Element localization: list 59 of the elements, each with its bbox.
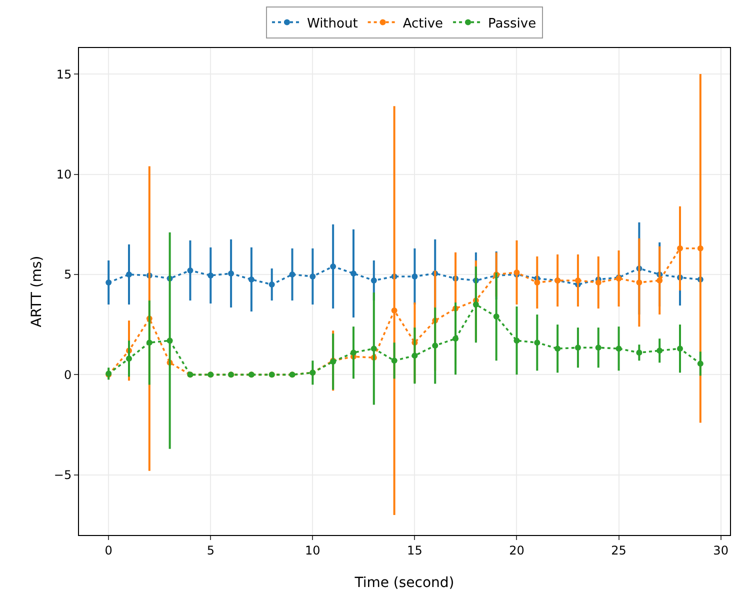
y-tick-label: 15 bbox=[56, 67, 72, 82]
x-tick-label: 20 bbox=[509, 543, 524, 558]
point bbox=[534, 279, 540, 286]
point bbox=[574, 277, 581, 284]
point bbox=[126, 271, 132, 278]
point bbox=[432, 342, 438, 349]
point bbox=[616, 346, 622, 352]
point bbox=[330, 263, 336, 270]
y-tick-label: 0 bbox=[64, 368, 72, 382]
point bbox=[350, 350, 356, 356]
y-tick-label: −5 bbox=[54, 468, 72, 482]
point bbox=[595, 344, 602, 351]
x-tick-label: 0 bbox=[104, 543, 112, 558]
point bbox=[493, 314, 500, 320]
point bbox=[574, 344, 581, 351]
x-tick-label: 30 bbox=[713, 543, 728, 558]
x-tick-label: 25 bbox=[611, 543, 626, 558]
x-tick-label: 10 bbox=[305, 543, 320, 558]
point bbox=[514, 338, 520, 344]
point bbox=[677, 245, 683, 252]
point bbox=[636, 279, 642, 286]
point bbox=[248, 276, 254, 282]
point bbox=[595, 279, 602, 286]
point bbox=[228, 270, 234, 276]
point bbox=[636, 350, 642, 356]
point bbox=[166, 338, 173, 344]
point bbox=[370, 346, 377, 352]
point bbox=[554, 346, 561, 352]
point bbox=[412, 352, 418, 359]
x-tick-label: 15 bbox=[407, 543, 422, 558]
point bbox=[146, 340, 152, 346]
point bbox=[656, 277, 663, 284]
point bbox=[208, 272, 214, 278]
legend-label: Without bbox=[307, 16, 358, 32]
point bbox=[391, 358, 398, 364]
point bbox=[412, 273, 418, 280]
point bbox=[289, 271, 296, 278]
point bbox=[656, 348, 663, 354]
y-tick-label: 5 bbox=[64, 268, 72, 282]
x-axis-title: Time (second) bbox=[354, 575, 454, 591]
point bbox=[126, 356, 132, 362]
y-tick-label: 10 bbox=[56, 167, 72, 182]
legend-label: Passive bbox=[488, 16, 536, 32]
point bbox=[697, 245, 704, 252]
point bbox=[310, 273, 316, 280]
point bbox=[452, 336, 459, 342]
point bbox=[350, 270, 356, 276]
point bbox=[697, 360, 704, 367]
point bbox=[268, 281, 275, 288]
point bbox=[370, 277, 377, 284]
x-tick-label: 5 bbox=[206, 543, 214, 558]
point bbox=[472, 302, 479, 308]
point bbox=[677, 346, 683, 352]
y-axis-title: ARTT (ms) bbox=[29, 256, 45, 328]
point bbox=[106, 279, 112, 286]
legend-label: Active bbox=[402, 16, 444, 32]
point bbox=[187, 267, 194, 274]
point bbox=[534, 340, 540, 346]
point bbox=[391, 308, 398, 314]
